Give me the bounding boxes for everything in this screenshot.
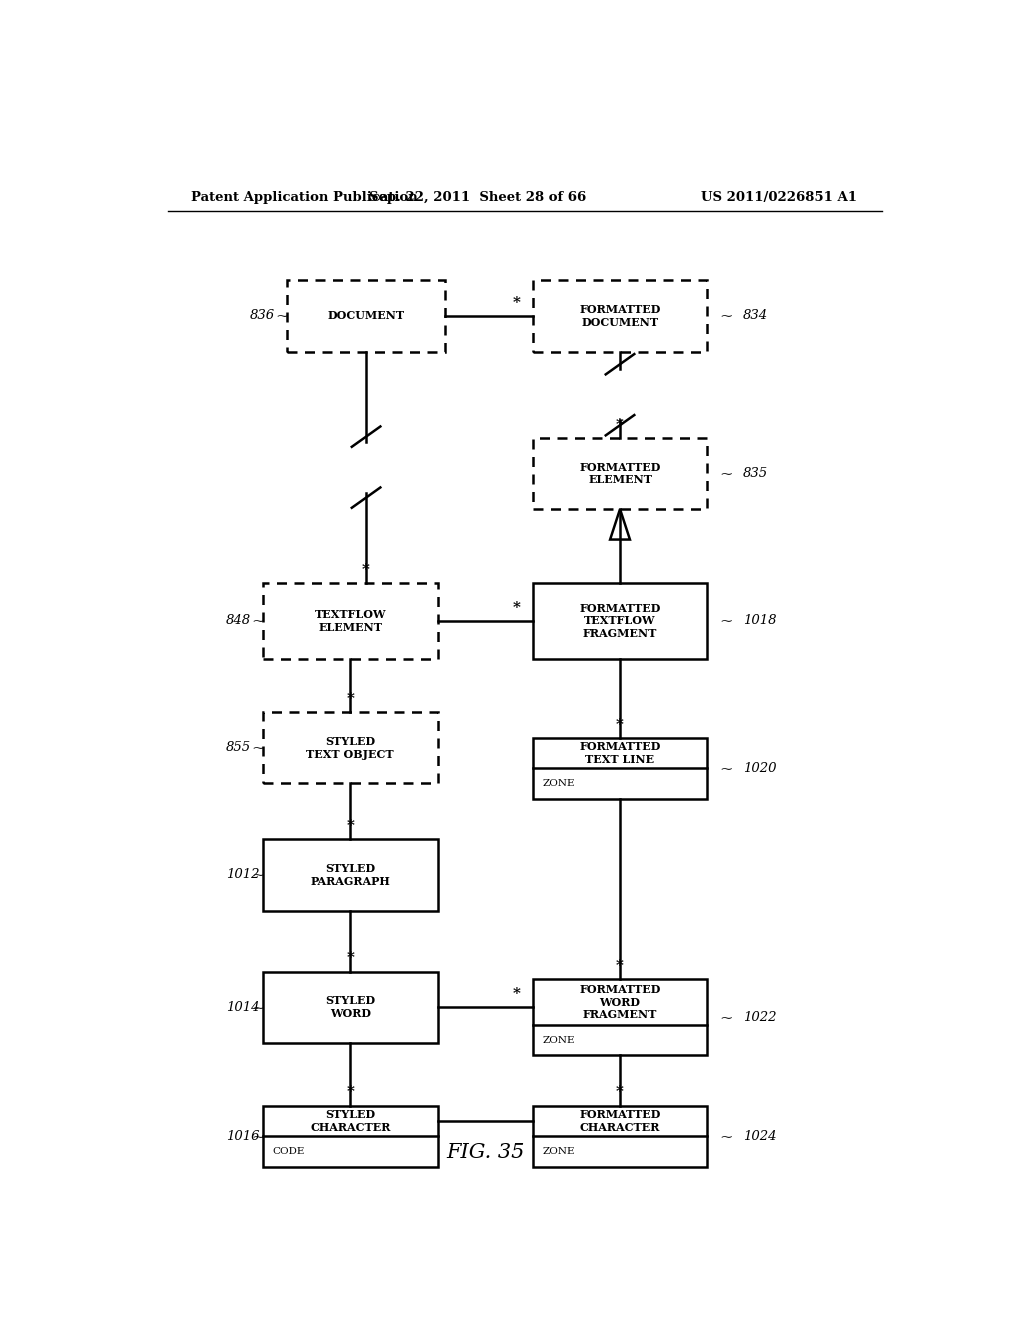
Bar [532,438,708,510]
Text: *: * [513,987,521,1001]
Text: DOCUMENT: DOCUMENT [328,310,404,322]
Bar [263,713,437,784]
Text: ~: ~ [251,999,264,1015]
Text: FORMATTED
ELEMENT: FORMATTED ELEMENT [580,462,660,486]
Text: FORMATTED
WORD
FRAGMENT: FORMATTED WORD FRAGMENT [580,983,660,1020]
Text: ~: ~ [251,866,264,883]
Text: 836: 836 [250,309,274,322]
Text: Sep. 22, 2011  Sheet 28 of 66: Sep. 22, 2011 Sheet 28 of 66 [369,190,586,203]
Text: ~: ~ [719,308,733,325]
Text: *: * [346,1085,354,1100]
Text: ZONE: ZONE [543,1147,574,1156]
Bar [532,582,708,659]
Text: *: * [513,296,521,310]
Text: ~: ~ [719,465,733,482]
Text: 1016: 1016 [225,1130,259,1143]
Bar [532,1106,708,1167]
Text: *: * [362,562,370,577]
Text: ~: ~ [719,760,733,776]
Bar [532,979,708,1056]
Text: TEXTFLOW
ELEMENT: TEXTFLOW ELEMENT [314,609,386,632]
Text: *: * [346,820,354,833]
Text: *: * [616,1085,624,1100]
Bar [532,280,708,351]
Bar [263,840,437,911]
Text: FORMATTED
TEXTFLOW
FRAGMENT: FORMATTED TEXTFLOW FRAGMENT [580,602,660,639]
Text: ~: ~ [251,612,264,630]
Text: 834: 834 [743,309,768,322]
Text: 1020: 1020 [743,762,776,775]
Text: *: * [616,417,624,432]
Text: *: * [616,958,624,973]
Text: *: * [513,601,521,615]
Text: ~: ~ [251,739,264,756]
Bar [263,582,437,659]
Text: STYLED
CHARACTER: STYLED CHARACTER [310,1109,390,1133]
Bar [532,738,708,799]
Text: 1018: 1018 [743,614,776,627]
Bar [287,280,445,351]
Text: ZONE: ZONE [543,779,574,788]
Text: ~: ~ [719,1008,733,1026]
Text: ~: ~ [251,1127,264,1144]
Text: CODE: CODE [272,1147,305,1156]
Text: *: * [616,718,624,731]
Text: FORMATTED
TEXT LINE: FORMATTED TEXT LINE [580,741,660,764]
Text: STYLED
WORD: STYLED WORD [326,995,375,1019]
Text: ~: ~ [719,1127,733,1144]
Text: *: * [346,952,354,965]
Text: FORMATTED
CHARACTER: FORMATTED CHARACTER [580,1109,660,1133]
Text: ~: ~ [719,612,733,630]
Text: ZONE: ZONE [543,1036,574,1044]
Bar [263,972,437,1043]
Text: FIG. 35: FIG. 35 [445,1143,524,1162]
Text: 855: 855 [225,742,251,755]
Bar [263,1106,437,1167]
Text: 1012: 1012 [225,869,259,882]
Text: FORMATTED
DOCUMENT: FORMATTED DOCUMENT [580,304,660,327]
Text: STYLED
PARAGRAPH: STYLED PARAGRAPH [310,863,390,887]
Text: 1022: 1022 [743,1011,776,1024]
Text: Patent Application Publication: Patent Application Publication [191,190,418,203]
Text: 848: 848 [225,614,251,627]
Text: 1014: 1014 [225,1001,259,1014]
Text: US 2011/0226851 A1: US 2011/0226851 A1 [700,190,857,203]
Text: 835: 835 [743,467,768,480]
Text: 1024: 1024 [743,1130,776,1143]
Text: STYLED
TEXT OBJECT: STYLED TEXT OBJECT [306,737,394,760]
Text: ~: ~ [274,308,289,325]
Text: *: * [346,692,354,706]
